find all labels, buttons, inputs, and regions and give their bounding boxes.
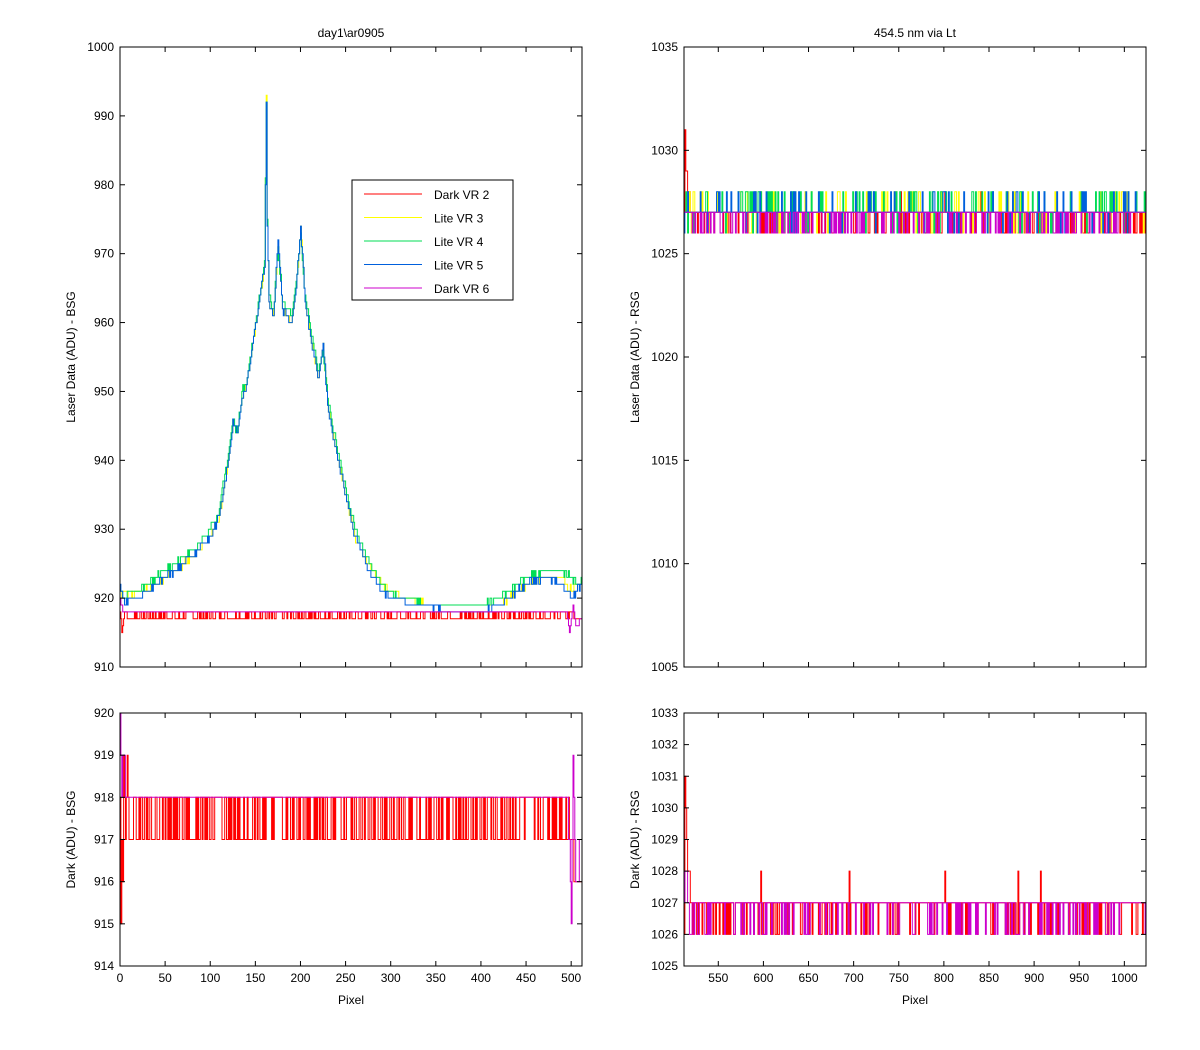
y-axis-label: Laser Data (ADU) - BSG bbox=[64, 291, 78, 422]
legend-label: Dark VR 6 bbox=[434, 282, 490, 296]
chart-panel-top-left: 910 920 930 940 950 960 970 980 990 1000 day1\ar09… bbox=[64, 26, 583, 674]
legend-label: Dark VR 2 bbox=[434, 188, 490, 202]
series-line-dark-vr-6 bbox=[120, 597, 582, 634]
y-tick-label: 916 bbox=[94, 875, 114, 889]
y-tick-label: 990 bbox=[94, 109, 114, 123]
chart-title: day1\ar0905 bbox=[318, 26, 385, 40]
x-tick-label: 850 bbox=[979, 971, 999, 985]
series-line-dark-vr-6 bbox=[120, 713, 582, 925]
x-tick-label: 750 bbox=[889, 971, 909, 985]
series-line-dark-vr-6 bbox=[684, 211, 1146, 234]
y-tick-label: 980 bbox=[94, 178, 114, 192]
x-tick-label: 1000 bbox=[1111, 971, 1138, 985]
y-tick-label: 1025 bbox=[651, 247, 678, 261]
y-tick-label: 1030 bbox=[651, 801, 678, 815]
x-tick-label: 350 bbox=[426, 971, 446, 985]
y-tick-label: 1032 bbox=[651, 738, 678, 752]
y-tick-label: 1033 bbox=[651, 706, 678, 720]
y-tick-label: 915 bbox=[94, 917, 114, 931]
series-group bbox=[684, 775, 1146, 935]
y-axis-label: Dark (ADU) - BSG bbox=[64, 790, 78, 888]
y-tick-label: 1026 bbox=[651, 927, 678, 941]
chart-panel-bottom-left: 0 50 100 150 200 250 300 350 400 450 500 914 915 916 9… bbox=[64, 706, 583, 1007]
series-line-dark-vr-6 bbox=[684, 870, 1146, 935]
legend: Dark VR 2 Lite VR 3 Lite VR 4 Lite VR 5 Dark… bbox=[351, 179, 514, 301]
legend-box bbox=[351, 179, 514, 301]
y-tick-label: 960 bbox=[94, 316, 114, 330]
y-tick-label: 920 bbox=[94, 706, 114, 720]
x-tick-label: 250 bbox=[336, 971, 356, 985]
x-axis-label: Pixel bbox=[902, 993, 928, 1007]
x-tick-label: 450 bbox=[516, 971, 536, 985]
y-tick-label: 1028 bbox=[651, 864, 678, 878]
y-tick-label: 1015 bbox=[651, 453, 678, 467]
series-group bbox=[120, 94, 582, 634]
y-tick-label: 920 bbox=[94, 591, 114, 605]
x-tick-label: 800 bbox=[934, 971, 954, 985]
y-tick-label: 1025 bbox=[651, 959, 678, 973]
legend-label: Lite VR 5 bbox=[434, 259, 484, 273]
series-line-lite-vr-4 bbox=[120, 101, 582, 606]
x-tick-label: 100 bbox=[200, 971, 220, 985]
y-tick-label: 940 bbox=[94, 453, 114, 467]
series-line-dark-vr-2 bbox=[120, 754, 582, 925]
x-tick-label: 550 bbox=[708, 971, 728, 985]
chart-panel-bottom-right: 550 600 650 700 750 800 850 900 950 1000 1025 1026 1… bbox=[628, 706, 1147, 1007]
x-tick-label: 150 bbox=[245, 971, 265, 985]
series-line-dark-vr-2 bbox=[120, 611, 582, 634]
y-tick-label: 970 bbox=[94, 247, 114, 261]
x-tick-label: 300 bbox=[381, 971, 401, 985]
series-group bbox=[684, 129, 1146, 234]
y-tick-label: 1029 bbox=[651, 833, 678, 847]
y-tick-label: 1035 bbox=[651, 40, 678, 54]
x-tick-label: 600 bbox=[753, 971, 773, 985]
x-tick-label: 650 bbox=[799, 971, 819, 985]
y-tick-label: 918 bbox=[94, 790, 114, 804]
x-tick-label: 500 bbox=[561, 971, 581, 985]
y-axis-label: Dark (ADU) - RSG bbox=[628, 790, 642, 889]
series-line-lite-vr-5 bbox=[120, 101, 582, 613]
y-tick-label: 910 bbox=[94, 660, 114, 674]
axes-box bbox=[119, 46, 583, 668]
series-group bbox=[120, 713, 582, 925]
y-tick-label: 1010 bbox=[651, 557, 678, 571]
y-tick-label: 1005 bbox=[651, 660, 678, 674]
chart-title: 454.5 nm via Lt bbox=[874, 26, 957, 40]
y-axis-label: Laser Data (ADU) - RSG bbox=[628, 291, 642, 423]
y-tick-label: 917 bbox=[94, 833, 114, 847]
y-tick-label: 950 bbox=[94, 384, 114, 398]
y-tick-label: 1020 bbox=[651, 350, 678, 364]
y-tick-label: 1030 bbox=[651, 143, 678, 157]
x-tick-label: 900 bbox=[1024, 971, 1044, 985]
x-axis-label: Pixel bbox=[338, 993, 364, 1007]
y-tick-label: 1031 bbox=[651, 769, 678, 783]
x-tick-label: 950 bbox=[1069, 971, 1089, 985]
legend-label: Lite VR 3 bbox=[434, 212, 484, 226]
x-tick-label: 700 bbox=[844, 971, 864, 985]
y-tick-label: 914 bbox=[94, 959, 114, 973]
y-tick-label: 919 bbox=[94, 748, 114, 762]
y-tick-label: 1027 bbox=[651, 896, 678, 910]
x-tick-label: 50 bbox=[158, 971, 172, 985]
x-tick-label: 0 bbox=[117, 971, 124, 985]
y-tick-label: 1000 bbox=[87, 40, 114, 54]
y-tick-label: 930 bbox=[94, 522, 114, 536]
chart-panel-top-right: 1005 1010 1015 1020 1025 1030 1035 454.5 nm via… bbox=[628, 26, 1147, 674]
x-tick-label: 400 bbox=[471, 971, 491, 985]
x-tick-label: 200 bbox=[290, 971, 310, 985]
legend-label: Lite VR 4 bbox=[434, 235, 484, 249]
